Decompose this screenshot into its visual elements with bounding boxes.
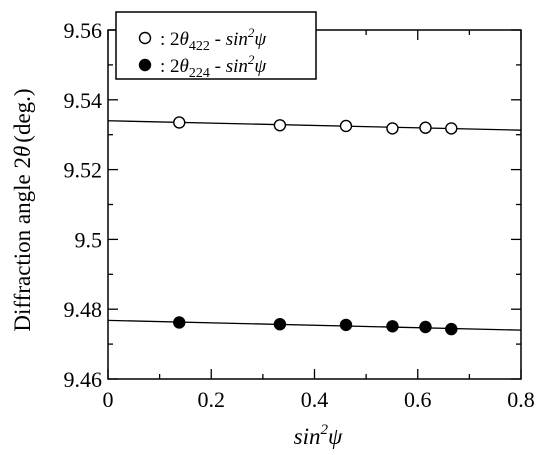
data-point-open bbox=[173, 116, 186, 129]
data-point-filled bbox=[386, 320, 399, 333]
data-point-open bbox=[339, 119, 353, 133]
legend-marker-filled bbox=[138, 58, 152, 72]
y-tick-label: 9.5 bbox=[75, 227, 103, 252]
legend-label-422: : 2θ422 - sin2ψ bbox=[160, 25, 267, 54]
axis-ticks bbox=[107, 29, 522, 380]
plot-frame bbox=[107, 29, 522, 380]
legend: : 2θ422 - sin2ψ : 2θ224 - sin2ψ bbox=[115, 11, 317, 81]
data-point-filled bbox=[273, 318, 287, 331]
x-tick-label: 0.2 bbox=[198, 387, 226, 412]
x-tick-label: 0.6 bbox=[404, 387, 432, 412]
y-axis-title: Diffraction angle 2θ(deg.) bbox=[10, 88, 35, 331]
data-point-filled bbox=[173, 316, 186, 329]
x-tick-label: 0.8 bbox=[507, 387, 535, 412]
tick-labels: 0 0.2 0.4 0.6 0.8 9.46 9.48 9.5 9.52 9.54 9.56 bbox=[64, 18, 535, 412]
y-tick-label: 9.48 bbox=[64, 297, 103, 322]
y-tick-label: 9.46 bbox=[64, 367, 103, 392]
y-tick-label: 9.52 bbox=[64, 158, 103, 183]
y-tick-label: 9.56 bbox=[64, 18, 103, 43]
data-points bbox=[173, 116, 458, 336]
fit-line-series-0 bbox=[107, 120, 522, 131]
legend-label-224: : 2θ224 - sin2ψ bbox=[160, 52, 267, 81]
y-tick-label: 9.54 bbox=[64, 88, 103, 113]
x-tick-label: 0 bbox=[103, 387, 114, 412]
data-point-open bbox=[386, 122, 399, 135]
fit-line-series-1 bbox=[107, 319, 522, 331]
data-point-open bbox=[445, 122, 458, 135]
x-axis-title: sin2ψ bbox=[294, 422, 343, 449]
data-point-filled bbox=[419, 320, 432, 334]
legend-marker-open bbox=[138, 31, 152, 45]
data-point-open bbox=[419, 121, 432, 134]
data-point-open bbox=[273, 119, 287, 132]
fit-lines bbox=[107, 120, 522, 331]
data-point-filled bbox=[339, 318, 353, 332]
data-point-filled bbox=[445, 322, 458, 336]
x-tick-label: 0.4 bbox=[301, 387, 329, 412]
